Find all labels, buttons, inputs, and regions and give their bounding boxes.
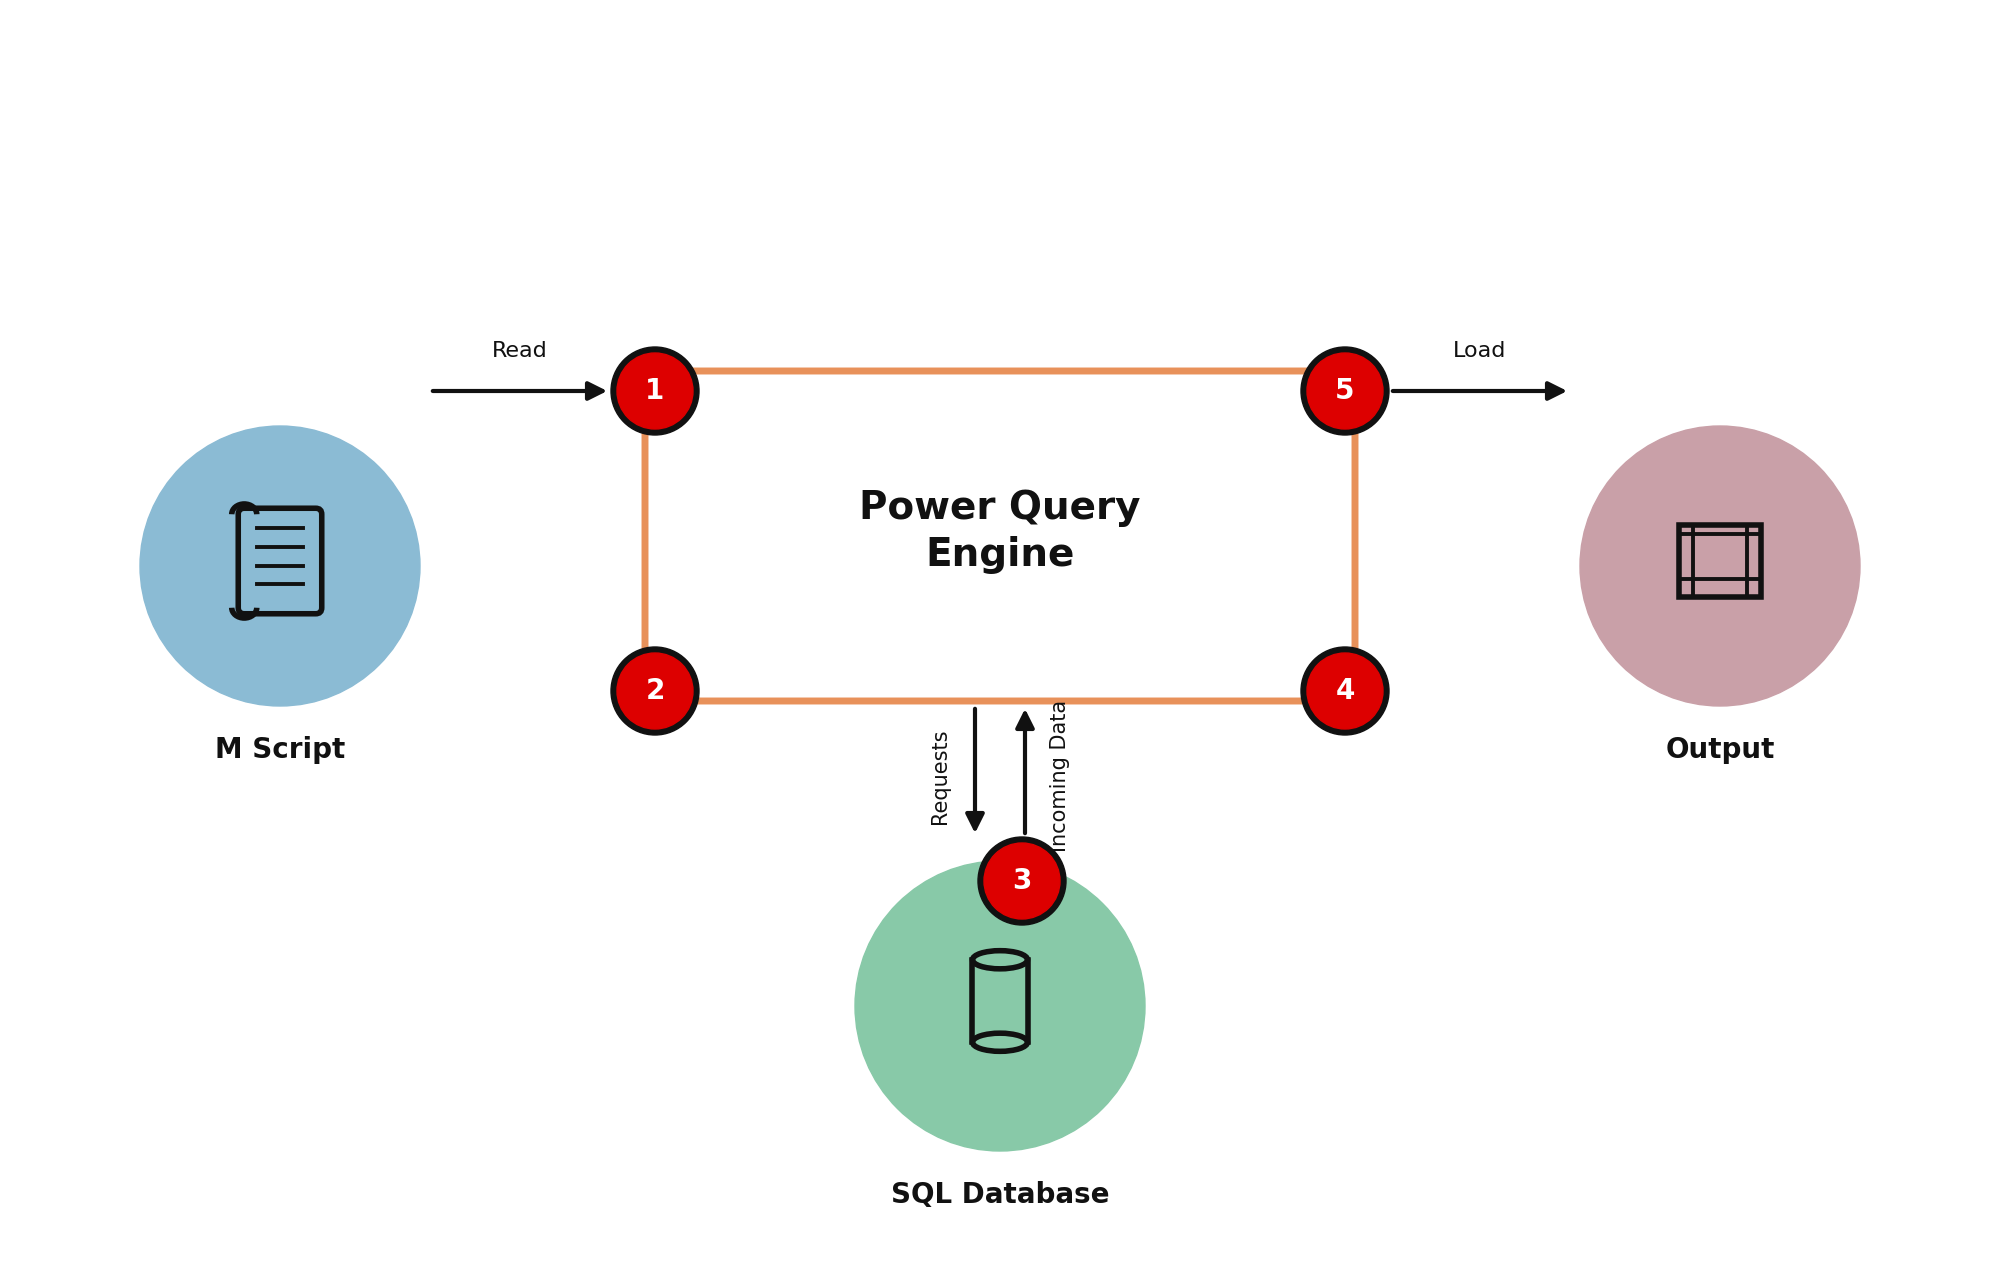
Text: Power Query
Engine: Power Query Engine [858,489,1142,574]
Circle shape [1307,352,1383,430]
Circle shape [617,352,693,430]
Circle shape [611,347,699,435]
Text: M Script: M Script [216,736,345,764]
Text: 5: 5 [1335,377,1355,405]
Text: Read: Read [493,341,547,361]
Text: Output: Output [1665,736,1774,764]
Bar [1679,525,1760,597]
Text: Load: Load [1453,341,1507,361]
Circle shape [140,426,419,706]
Text: Requests: Requests [930,728,950,824]
Circle shape [611,647,699,736]
Ellipse shape [972,950,1028,968]
Text: 3: 3 [1012,867,1032,895]
Text: 4: 4 [1335,676,1355,705]
Text: SQL Database: SQL Database [890,1181,1110,1209]
Circle shape [1301,647,1389,736]
Circle shape [1301,347,1389,435]
Text: 1: 1 [645,377,665,405]
Text: Incoming Data: Incoming Data [1050,700,1070,853]
Circle shape [978,837,1066,925]
Circle shape [617,653,693,729]
Circle shape [1581,426,1860,706]
Text: 2: 2 [645,676,665,705]
Circle shape [854,862,1146,1151]
Bar [972,959,1028,1042]
Circle shape [984,844,1060,919]
Circle shape [1307,653,1383,729]
